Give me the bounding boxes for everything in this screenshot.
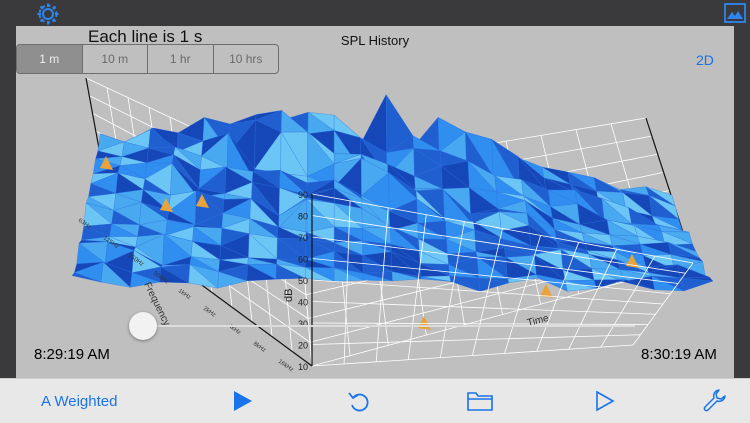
view-2d-button[interactable]: 2D xyxy=(696,52,714,68)
db-tick-label: 40 xyxy=(298,298,308,308)
db-tick-label: 70 xyxy=(298,233,308,243)
range-10hrs-button[interactable]: 10 hrs xyxy=(213,45,279,73)
db-tick-label: 90 xyxy=(298,190,308,200)
range-10m-button[interactable]: 10 m xyxy=(82,45,148,73)
gear-icon[interactable] xyxy=(36,2,60,26)
start-time-label: 8:29:19 AM xyxy=(34,346,110,363)
undo-icon[interactable] xyxy=(346,388,372,414)
db-axis-label: dB xyxy=(283,289,295,302)
frequency-tick-label: 16kHz xyxy=(277,359,294,374)
db-axis-ticks: 90 80 70 60 50 40 30 20 10 xyxy=(298,190,308,372)
frequency-tick-label: 1kHz xyxy=(177,288,192,301)
bottom-toolbar: A Weighted xyxy=(0,378,750,423)
spl-surface xyxy=(72,95,713,330)
time-slider-knob[interactable] xyxy=(129,312,157,340)
weighting-button[interactable]: A Weighted xyxy=(41,393,117,410)
play-icon[interactable] xyxy=(229,388,255,414)
wrench-icon[interactable] xyxy=(702,388,728,414)
end-time-label: 8:30:19 AM xyxy=(641,346,717,363)
play-outline-icon[interactable] xyxy=(591,388,617,414)
db-tick-label: 50 xyxy=(298,276,308,286)
time-range-segmented-control[interactable]: 1 m 10 m 1 hr 10 hrs xyxy=(16,44,279,74)
top-bar xyxy=(0,0,750,26)
frequency-tick-label: 2kHz xyxy=(202,306,217,319)
range-1hr-button[interactable]: 1 hr xyxy=(147,45,213,73)
db-tick-label: 80 xyxy=(298,212,308,222)
folder-icon[interactable] xyxy=(466,388,494,414)
range-1m-button[interactable]: 1 m xyxy=(17,45,82,73)
db-tick-label: 30 xyxy=(298,319,308,329)
db-tick-label: 60 xyxy=(298,255,308,265)
image-icon[interactable] xyxy=(724,3,746,23)
db-tick-label: 10 xyxy=(298,362,308,372)
db-tick-label: 20 xyxy=(298,341,308,351)
time-slider-track[interactable] xyxy=(143,325,635,327)
frequency-tick-label: 8kHz xyxy=(252,341,267,354)
